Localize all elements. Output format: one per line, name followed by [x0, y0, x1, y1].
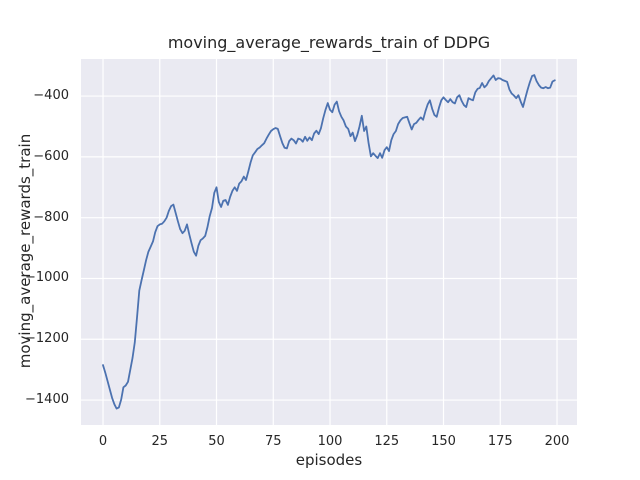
y-tick-label: −1400: [25, 392, 69, 408]
x-axis-label: episodes: [295, 451, 363, 469]
y-tick-label: −1000: [25, 270, 69, 286]
y-tick-label: −600: [33, 148, 69, 164]
x-tick-label: 75: [264, 434, 282, 449]
plot-area: [81, 59, 577, 425]
x-tick-label: 200: [544, 434, 570, 449]
x-tick-label: 100: [317, 434, 343, 449]
x-tick-label: 50: [208, 434, 225, 449]
y-tick-label: −800: [33, 209, 69, 225]
x-tick-label: 175: [487, 434, 513, 449]
x-tick-label: 0: [98, 434, 108, 449]
y-tick-label: −1200: [25, 331, 69, 347]
series-line: [102, 74, 556, 410]
x-tick-label: 25: [151, 434, 169, 449]
chart-title: moving_average_rewards_train of DDPG: [167, 33, 491, 52]
x-tick-label: 125: [374, 434, 400, 449]
y-tick-label: −400: [33, 88, 69, 104]
y-axis-label: moving_average_rewards_train: [16, 133, 34, 369]
x-tick-label: 150: [431, 434, 456, 449]
